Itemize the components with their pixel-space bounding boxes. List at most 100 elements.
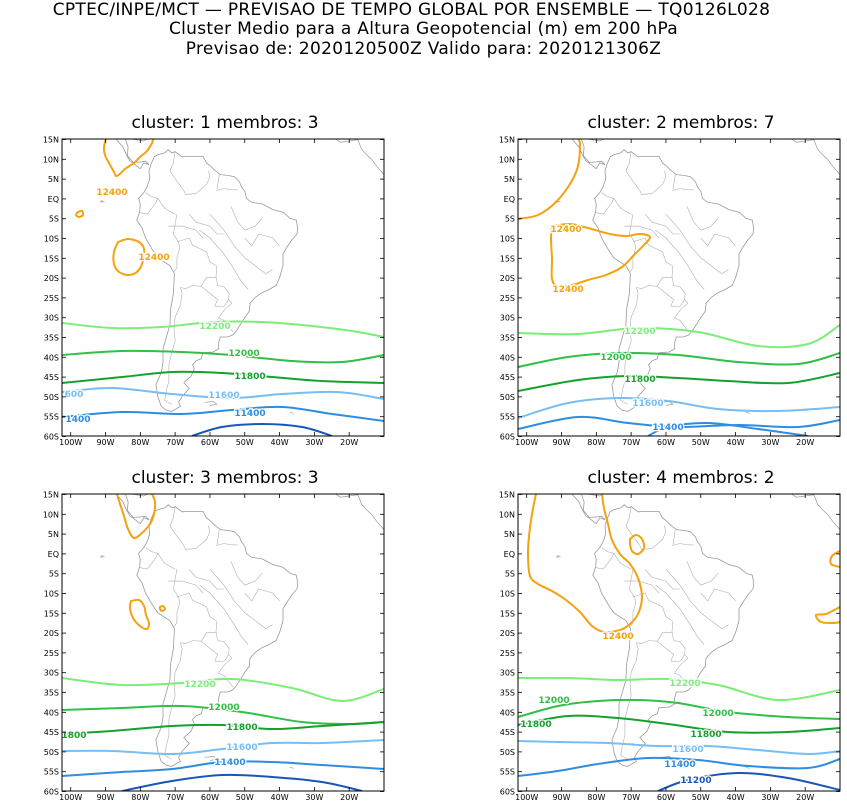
lon-tick-label: 20W — [796, 438, 814, 447]
lat-tick-label: 40S — [44, 708, 59, 717]
coastline — [592, 149, 755, 412]
lon-tick-label: 30W — [761, 793, 779, 802]
lat-tick-label: 25S — [44, 294, 59, 303]
contour-line — [62, 370, 384, 384]
contour-label: 11800 — [234, 372, 265, 382]
lon-tick-label: 30W — [761, 438, 779, 447]
lat-tick-label: 25S — [500, 294, 515, 303]
lat-tick-label: 40S — [500, 708, 515, 717]
lon-tick-label: 40W — [271, 793, 289, 802]
country-border — [164, 642, 183, 760]
lon-tick-label: 60W — [657, 438, 675, 447]
map-panel-1: 12400 12400 12200 12000 11800 11600 600 11400 14… — [43, 136, 385, 447]
lat-tick-label: 5S — [49, 215, 59, 224]
country-border — [244, 588, 280, 602]
contour-label: 12200 — [624, 327, 655, 337]
coastline-fragment — [289, 411, 294, 414]
lat-tick-label: 15N — [499, 491, 515, 500]
lon-tick-label: 30W — [305, 793, 323, 802]
coastline-fragment — [131, 139, 149, 142]
lat-tick-label: 5N — [48, 175, 59, 184]
contour-label: 11400 — [214, 758, 245, 768]
lon-tick-label: 100W — [59, 438, 82, 447]
lat-tick-label: 15S — [500, 609, 515, 618]
country-border — [188, 569, 224, 590]
country-border — [244, 233, 280, 247]
country-border — [209, 569, 273, 629]
country-border — [665, 214, 729, 274]
country-border — [180, 632, 217, 645]
country-border — [601, 192, 632, 215]
country-border — [640, 170, 667, 195]
lon-tick-label: 90W — [552, 793, 570, 802]
country-border — [169, 505, 186, 550]
lat-tick-label: EQ — [48, 550, 59, 559]
country-border — [655, 229, 705, 290]
lat-tick-label: 50S — [500, 748, 515, 757]
contour-line — [829, 550, 840, 568]
country-border — [201, 277, 230, 307]
country-border — [201, 632, 230, 662]
coastline-fragment — [289, 766, 294, 769]
lon-tick-label: 80W — [131, 438, 149, 447]
country-border — [636, 277, 673, 290]
country-border — [173, 214, 181, 272]
country-border — [625, 150, 642, 195]
contour-line — [518, 139, 581, 220]
contour-line — [518, 698, 840, 720]
lat-tick-label: EQ — [504, 550, 515, 559]
lat-tick-label: 10N — [43, 510, 59, 519]
country-border — [164, 287, 183, 405]
coastline-fragment — [587, 494, 605, 497]
coastline-fragment — [131, 494, 149, 497]
lat-tick-label: 5S — [505, 215, 515, 224]
lon-tick-label: 70W — [622, 438, 640, 447]
country-border — [230, 561, 263, 586]
contour-line — [647, 421, 809, 436]
contour-label: 11600 — [672, 745, 703, 755]
lat-tick-label: 60S — [44, 433, 59, 442]
lat-tick-label: 20S — [44, 629, 59, 638]
contour-label: 12200 — [199, 322, 230, 332]
country-border — [594, 198, 614, 215]
lon-tick-label: 60W — [201, 793, 219, 802]
lat-tick-label: 30S — [500, 314, 515, 323]
coastline-fragment — [99, 199, 105, 203]
contour-label: 12000 — [538, 696, 569, 706]
panel-title: cluster: 1 membros: 3 — [131, 113, 319, 133]
country-border — [644, 569, 680, 590]
country-border — [168, 580, 204, 594]
contour-label: 12400 — [602, 632, 633, 642]
contour-label: 12400 — [96, 188, 127, 198]
contour-label: 11400 — [652, 423, 683, 433]
coastline — [136, 504, 299, 767]
coastline-fragment — [745, 766, 750, 769]
contour-label: 600 — [65, 390, 84, 400]
country-border — [672, 529, 694, 546]
lat-tick-label: 10N — [43, 155, 59, 164]
lat-tick-label: 5N — [504, 530, 515, 539]
country-border — [138, 198, 158, 215]
map-frame — [61, 493, 385, 792]
lon-tick-label: 20W — [796, 793, 814, 802]
lat-tick-label: EQ — [48, 195, 59, 204]
country-border — [629, 569, 637, 627]
country-border — [620, 642, 639, 760]
contour-label: 1400 — [65, 415, 90, 425]
map-panel-3: 12200 12000 11800 1800 11600 11400 15N 10N 5N EQ 5… — [43, 491, 385, 802]
country-border — [594, 553, 614, 570]
coastline-fragment — [335, 139, 384, 175]
lat-tick-label: 35S — [44, 334, 59, 343]
lat-tick-label: 10S — [44, 590, 59, 599]
lat-tick-label: 50S — [44, 393, 59, 402]
country-border — [686, 561, 719, 586]
contour-line — [518, 714, 840, 734]
country-border — [632, 592, 673, 621]
country-border — [215, 620, 218, 633]
lat-tick-label: 10N — [499, 510, 515, 519]
coastline-fragment — [555, 554, 561, 558]
contour-line — [518, 676, 840, 702]
country-border — [625, 505, 642, 550]
country-border — [700, 233, 736, 247]
lon-tick-label: 90W — [96, 793, 114, 802]
